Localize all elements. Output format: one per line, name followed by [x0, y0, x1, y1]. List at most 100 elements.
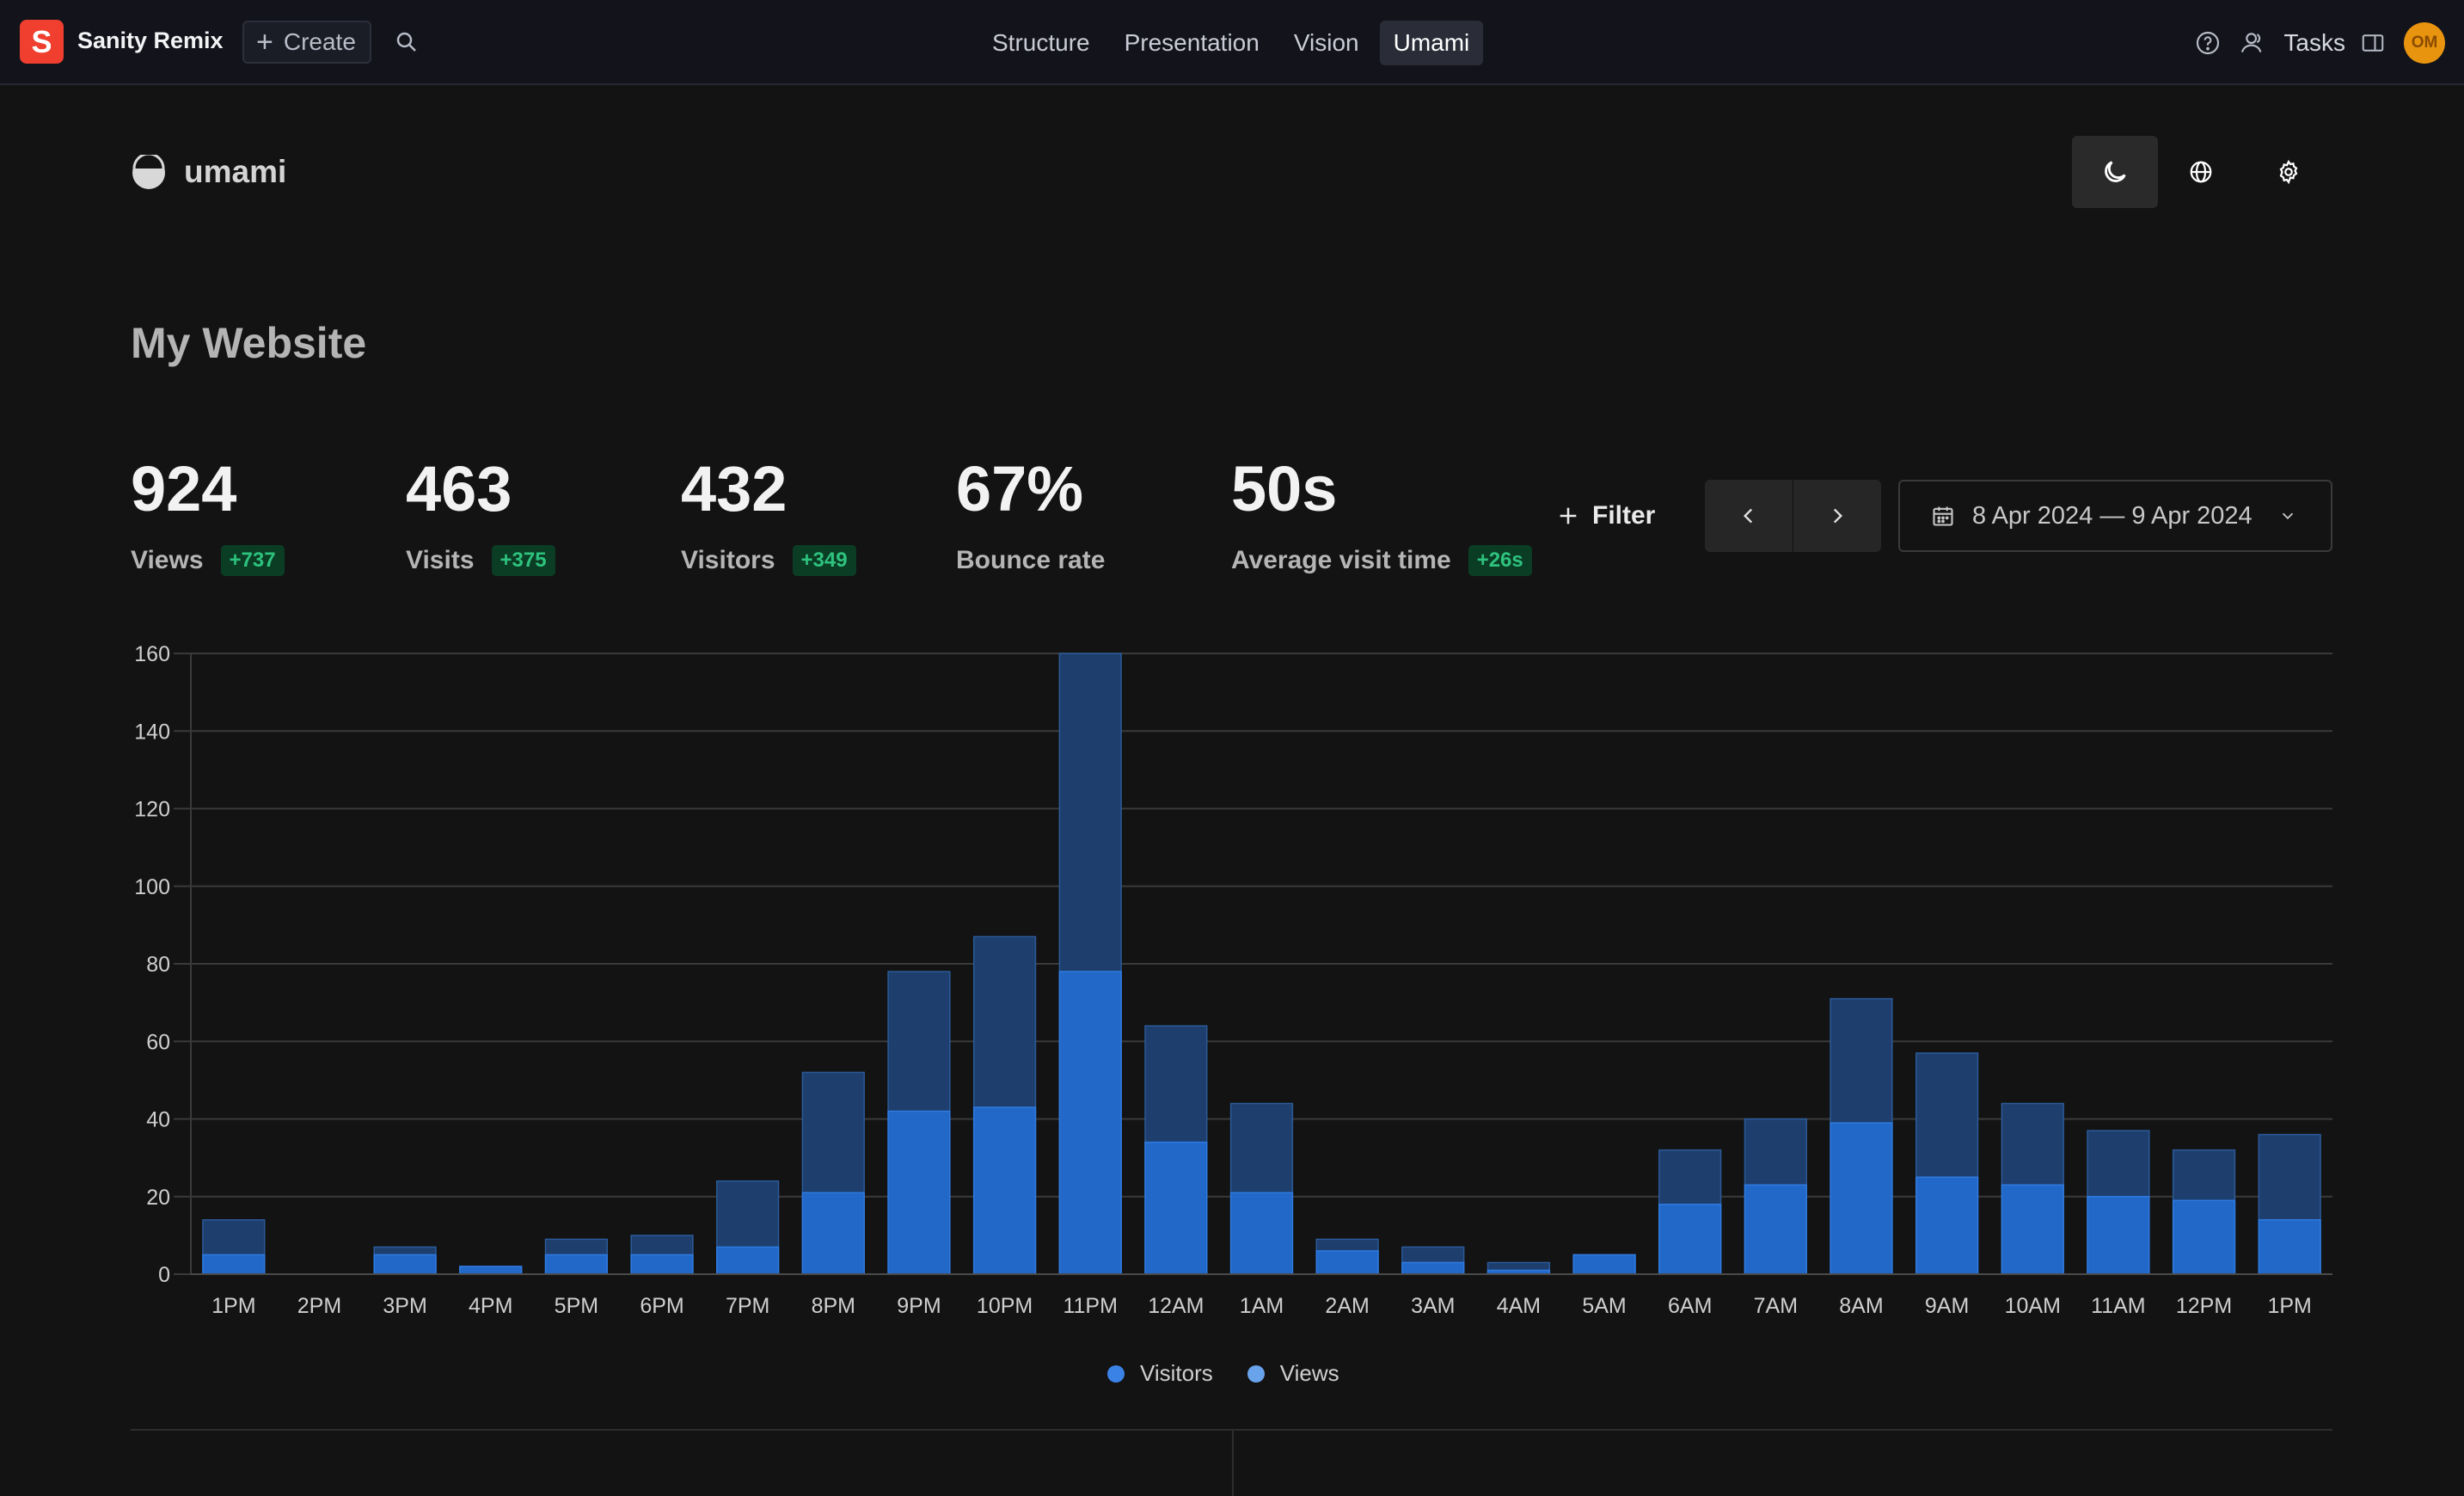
tab-presentation[interactable]: Presentation: [1124, 29, 1260, 56]
bar-visitors-3pm: [373, 1254, 437, 1275]
legend-dot: [1247, 1364, 1265, 1383]
date-range-picker[interactable]: 8 Apr 2024 — 9 Apr 2024: [1898, 480, 2332, 552]
change-badge: +26s: [1468, 545, 1532, 576]
x-tick-label: 2AM: [1325, 1294, 1369, 1318]
section-divider: [131, 1429, 2332, 1431]
language-button[interactable]: [2158, 136, 2244, 208]
x-tick-label: 8PM: [812, 1294, 855, 1318]
settings-button[interactable]: [2246, 136, 2332, 208]
x-tick-label: 4AM: [1497, 1294, 1541, 1318]
x-tick-label: 10PM: [977, 1294, 1033, 1318]
users-icon[interactable]: [2230, 21, 2275, 65]
y-tick-label: 140: [134, 720, 170, 744]
theme-toggle-button[interactable]: [2072, 136, 2158, 208]
bar-visitors-12am: [1144, 1141, 1208, 1275]
sanity-logo-icon[interactable]: S: [20, 20, 64, 64]
user-avatar[interactable]: OM: [2404, 22, 2445, 64]
x-tick-label: 1PM: [2267, 1294, 2311, 1318]
metric-average-visit-time: 50s Average visit time +26s: [1231, 451, 1532, 578]
tasks-button[interactable]: Tasks: [2283, 29, 2345, 56]
tab-vision[interactable]: Vision: [1293, 29, 1359, 56]
chevron-left-icon: [1743, 508, 1753, 524]
change-badge: +737: [220, 545, 285, 576]
metric-value: 463: [406, 453, 512, 524]
date-navigation: [1705, 480, 1881, 552]
tab-structure[interactable]: Structure: [992, 29, 1090, 56]
legend-label: Views: [1279, 1360, 1339, 1386]
bar-visitors-1pm: [202, 1254, 266, 1275]
previous-range-button[interactable]: [1705, 480, 1793, 552]
bar-visitors-11am: [2087, 1196, 2150, 1275]
y-tick-label: 60: [146, 1030, 170, 1054]
x-tick-label: 4PM: [469, 1294, 512, 1318]
metric-label: Visits: [406, 546, 475, 574]
x-tick-label: 5AM: [1582, 1294, 1626, 1318]
help-icon[interactable]: [2185, 21, 2230, 65]
y-tick-label: 80: [146, 953, 170, 977]
bar-visitors-9pm: [887, 1110, 951, 1275]
panel-toggle-icon[interactable]: [2351, 21, 2395, 65]
chevron-down-icon: [2282, 512, 2293, 520]
bar-visitors-6am: [1658, 1204, 1722, 1275]
studio-navbar: S Sanity Remix + Create Structure Presen…: [0, 0, 2464, 85]
bar-visitors-2am: [1315, 1250, 1379, 1275]
globe-icon: [2190, 161, 2212, 183]
date-range-label: 8 Apr 2024 — 9 Apr 2024: [1972, 501, 2253, 530]
workspace-name[interactable]: Sanity Remix: [77, 28, 224, 53]
x-tick-label: 9AM: [1925, 1294, 1969, 1318]
filter-label: Filter: [1592, 501, 1656, 530]
tab-umami[interactable]: Umami: [1379, 21, 1484, 65]
bar-visitors-6pm: [630, 1254, 694, 1275]
gear-icon: [2279, 159, 2298, 185]
create-button[interactable]: + Create: [242, 21, 371, 64]
x-tick-label: 10AM: [2005, 1294, 2061, 1318]
x-tick-label: 3PM: [383, 1294, 426, 1318]
metric-value: 924: [131, 453, 237, 524]
bar-visitors-1pm: [2258, 1219, 2321, 1275]
search-icon[interactable]: [394, 29, 420, 55]
filter-button[interactable]: Filter: [1548, 490, 1664, 542]
y-tick-label: 20: [146, 1186, 170, 1210]
bar-visitors-3am: [1401, 1261, 1465, 1275]
bar-visitors-7am: [1744, 1184, 1807, 1275]
x-tick-label: 7PM: [726, 1294, 769, 1318]
metric-value: 50s: [1231, 453, 1338, 524]
chevron-right-icon: [1833, 508, 1843, 524]
x-tick-label: 5PM: [555, 1294, 598, 1318]
x-tick-label: 12PM: [2176, 1294, 2232, 1318]
x-tick-label: 6AM: [1668, 1294, 1712, 1318]
x-tick-label: 1AM: [1240, 1294, 1284, 1318]
change-badge: +375: [491, 545, 555, 576]
pageviews-bar-chart: 0 20 40 60 80 100 120 140 160 1PM 2PM 3PM 4PM 5PM 6PM 7…: [134, 642, 2332, 1318]
metric-value: 432: [681, 453, 788, 524]
bar-visitors-8am: [1830, 1122, 1893, 1275]
legend-label: Visitors: [1140, 1360, 1213, 1386]
y-tick-label: 160: [134, 642, 170, 666]
next-range-button[interactable]: [1793, 480, 1881, 552]
umami-logo-icon: [131, 155, 167, 189]
legend-item-visitors[interactable]: Visitors: [1107, 1360, 1213, 1387]
plus-icon: [1560, 507, 1577, 524]
bar-visitors-11pm: [1058, 971, 1122, 1275]
bar-visitors-1am: [1229, 1192, 1294, 1275]
metric-bounce-rate: 67% Bounce rate: [956, 451, 1105, 578]
x-tick-label: 1PM: [211, 1294, 255, 1318]
bar-visitors-5am: [1572, 1254, 1636, 1275]
x-tick-label: 3AM: [1411, 1294, 1455, 1318]
bar-visitors-10pm: [972, 1107, 1037, 1275]
y-tick-label: 100: [134, 875, 170, 899]
bar-visitors-5pm: [544, 1254, 609, 1275]
metric-visitors: 432 Visitors +349: [681, 451, 856, 578]
website-title: My Website: [131, 319, 367, 367]
bar-visitors-10am: [2001, 1184, 2064, 1275]
metric-label: Bounce rate: [956, 546, 1106, 574]
navbar-actions: Tasks OM: [2185, 21, 2445, 65]
x-tick-label: 9PM: [897, 1294, 941, 1318]
bar-visitors-9am: [1915, 1176, 1979, 1275]
legend-dot: [1107, 1364, 1125, 1383]
metric-label: Views: [131, 546, 204, 574]
x-tick-label: 11PM: [1063, 1294, 1117, 1318]
y-tick-label: 40: [146, 1108, 170, 1132]
legend-item-views[interactable]: Views: [1247, 1360, 1339, 1387]
bar-visitors-8pm: [801, 1192, 865, 1275]
